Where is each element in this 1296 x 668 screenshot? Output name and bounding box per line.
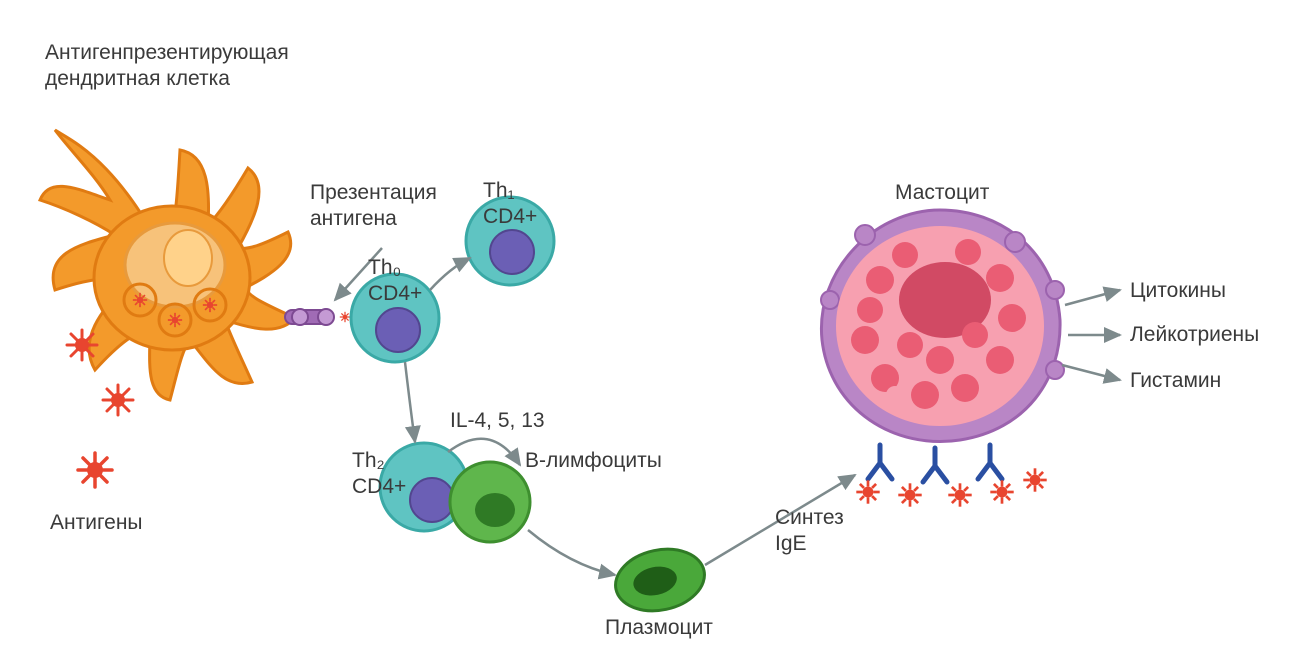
- antigen-icon: [948, 483, 971, 506]
- antigen-icon: [78, 453, 112, 487]
- cytokines-label: Цитокины: [1130, 278, 1226, 304]
- arrow: [1062, 365, 1120, 380]
- antigen-icon: [67, 330, 97, 360]
- arrow: [430, 258, 470, 290]
- dendritic-title-label: Антигенпрезентирующая дендритная клетка: [45, 40, 289, 93]
- antigen-icon: [1023, 468, 1046, 491]
- th0-label: Th₀ CD4+: [368, 255, 422, 308]
- arrow: [405, 362, 415, 442]
- ige-label: Синтез IgE: [775, 505, 844, 558]
- th1-label: Th₁ CD4+: [483, 178, 537, 231]
- antigens-label: Антигены: [50, 510, 143, 536]
- arrow: [528, 530, 615, 575]
- plasmocyte: [610, 541, 711, 618]
- dendritic-cell: [40, 130, 350, 400]
- mastocyte-label: Мастоцит: [895, 180, 989, 206]
- plasmocyte-label: Плазмоцит: [605, 615, 713, 641]
- b-lymphocyte: [450, 462, 530, 542]
- presentation-label: Презентация антигена: [310, 180, 437, 233]
- antigen-icon: [990, 480, 1013, 503]
- arrow: [1065, 290, 1120, 305]
- bcell-label: B-лимфоциты: [525, 448, 662, 474]
- mhc-complex: [285, 309, 350, 325]
- th2-label: Th₂ CD4+: [352, 448, 406, 501]
- leukotrienes-label: Лейкотриены: [1130, 322, 1259, 348]
- histamine-label: Гистамин: [1130, 368, 1221, 394]
- antigen-icon: [898, 483, 921, 506]
- il-label: IL-4, 5, 13: [450, 408, 545, 434]
- diagram-canvas: [0, 0, 1296, 668]
- ige-receptor-icon: [868, 445, 1002, 482]
- mast-cell: [821, 210, 1064, 507]
- antigen-icon: [856, 480, 879, 503]
- antigen-icon: [103, 385, 133, 415]
